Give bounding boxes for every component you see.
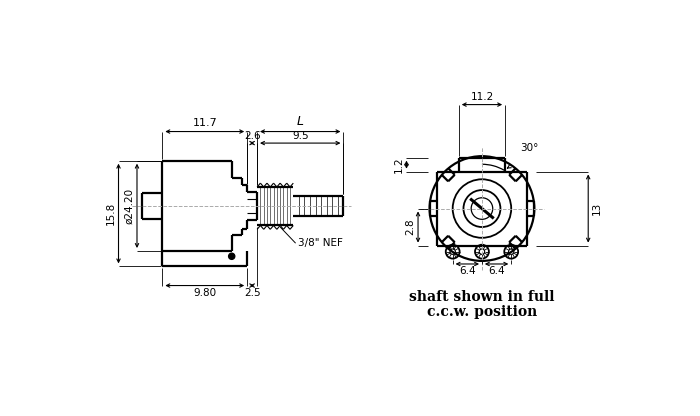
Text: 9.5: 9.5	[292, 131, 309, 141]
Text: 6.4: 6.4	[459, 266, 475, 276]
Text: shaft shown in full: shaft shown in full	[410, 290, 554, 304]
Text: 2.6: 2.6	[244, 131, 260, 141]
Text: 11.7: 11.7	[193, 119, 217, 129]
Text: 2.5: 2.5	[244, 288, 260, 298]
Text: L: L	[297, 116, 304, 129]
Text: 3/8" NEF: 3/8" NEF	[298, 238, 343, 248]
Text: 13: 13	[592, 202, 602, 215]
Circle shape	[229, 253, 234, 259]
Text: ø24.20: ø24.20	[124, 188, 134, 224]
Text: 9.80: 9.80	[193, 288, 216, 298]
Text: 2.8: 2.8	[405, 219, 415, 235]
Text: 15.8: 15.8	[106, 202, 116, 225]
Text: 30°: 30°	[521, 143, 539, 153]
Text: 1.2: 1.2	[393, 156, 403, 173]
Text: 6.4: 6.4	[489, 266, 505, 276]
Text: c.c.w. position: c.c.w. position	[427, 305, 537, 319]
Text: 11.2: 11.2	[470, 92, 494, 102]
